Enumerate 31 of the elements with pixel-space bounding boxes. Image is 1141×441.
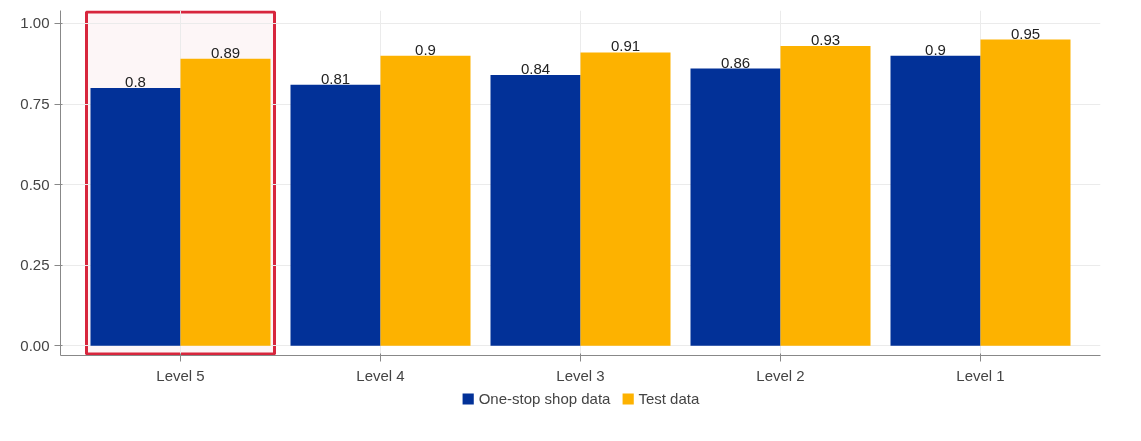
data-label: 0.89 (210, 43, 241, 61)
x-tick-label: Level 3 (556, 366, 605, 384)
bar (90, 87, 181, 346)
legend-label: Test data (638, 389, 700, 407)
bar (380, 55, 471, 346)
bar (780, 45, 871, 346)
bar (980, 39, 1071, 346)
bar (690, 68, 781, 346)
y-tick-label: 0.50 (20, 175, 50, 193)
data-label: 0.9 (925, 40, 946, 58)
data-label: 0.9 (415, 40, 436, 58)
data-label: 0.91 (610, 37, 641, 55)
bar (890, 55, 981, 346)
data-label: 0.8 (125, 72, 146, 90)
data-label: 0.93 (810, 30, 841, 48)
legend-label: One-stop shop data (478, 389, 611, 407)
x-tick-label: Level 1 (956, 366, 1005, 384)
y-tick-label: 0.00 (20, 336, 50, 354)
bar (580, 52, 671, 346)
y-tick-label: 1.00 (20, 14, 50, 32)
data-label: 0.84 (520, 59, 551, 77)
data-label: 0.81 (320, 69, 351, 87)
x-tick-label: Level 4 (356, 366, 405, 384)
y-tick-label: 0.25 (20, 256, 50, 274)
bar (290, 84, 381, 346)
x-tick-label: Level 2 (756, 366, 805, 384)
data-label: 0.86 (720, 53, 751, 71)
x-tick-label: Level 5 (156, 366, 205, 384)
bar (490, 74, 581, 346)
data-label: 0.95 (1010, 24, 1041, 42)
y-tick-label: 0.75 (20, 95, 50, 112)
